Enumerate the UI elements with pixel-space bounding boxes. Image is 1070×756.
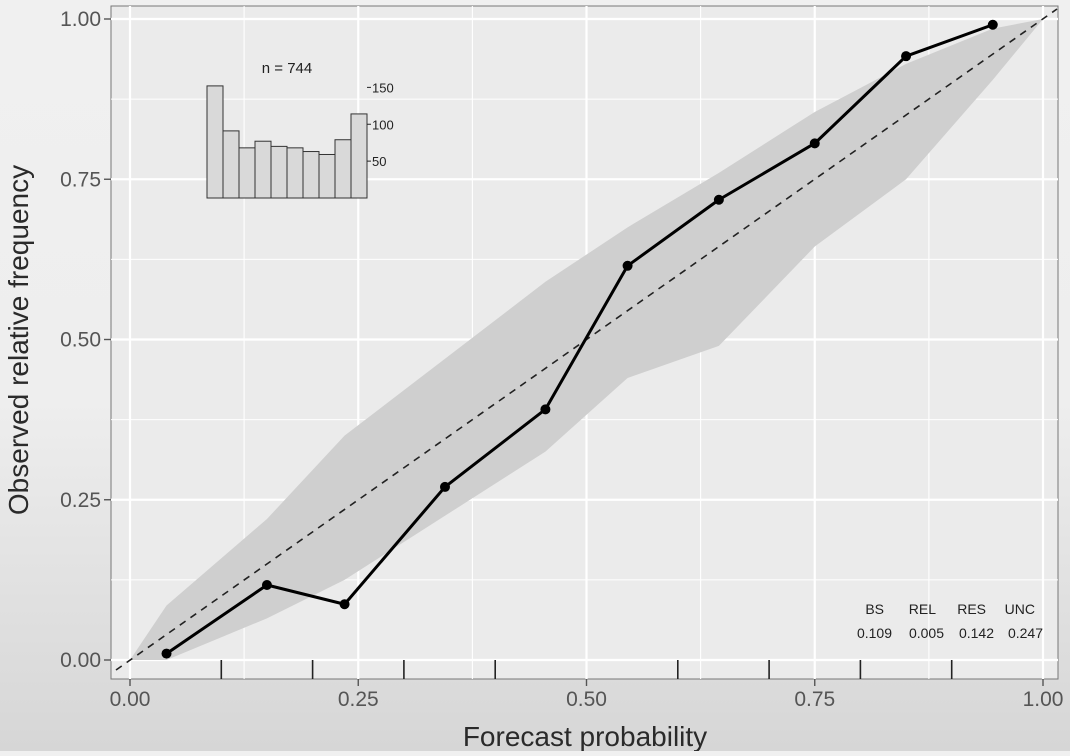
stat-header: RES [957, 601, 986, 617]
reliability-point [901, 51, 912, 62]
inset-tick-label: 50 [372, 154, 386, 169]
reliability-point [987, 19, 998, 30]
y-tick-label: 0.25 [60, 489, 101, 512]
stat-header: UNC [1005, 601, 1035, 617]
histogram-bar [222, 130, 240, 199]
y-tick-label: 0.00 [60, 649, 101, 672]
histogram-bar [270, 145, 288, 199]
x-tick-label: 1.00 [1023, 688, 1064, 711]
score-stats: BS REL RES UNC 0.109 0.005 0.142 0.247 [857, 601, 1043, 641]
reliability-point [622, 260, 633, 271]
x-axis-title: Forecast probability [463, 721, 707, 751]
histogram-bar [302, 151, 320, 199]
histogram-bar [350, 113, 368, 199]
inset-tick-label: 150 [372, 80, 394, 95]
x-tick-label: 0.25 [338, 688, 379, 711]
histogram-bar [334, 139, 352, 199]
histogram-bar [318, 153, 336, 199]
histogram-bar [238, 147, 256, 199]
reliability-point [713, 194, 724, 205]
x-tick-label: 0.50 [566, 688, 607, 711]
x-tick-label: 0.75 [794, 688, 835, 711]
stat-value: 0.142 [959, 625, 994, 641]
histogram-bar [254, 140, 272, 199]
reliability-point [540, 404, 551, 415]
stat-value: 0.005 [909, 625, 944, 641]
y-tick-label: 0.75 [60, 168, 101, 191]
reliability-point [261, 580, 272, 591]
inset-histogram: n = 744 50 100 150 [206, 60, 394, 199]
reliability-point [161, 648, 172, 659]
histogram-bar [206, 85, 224, 199]
reliability-point [439, 481, 450, 492]
stat-value: 0.247 [1008, 625, 1043, 641]
axes: 0.00 0.25 0.50 0.75 1.00 0.00 0.25 0.50 0.75 1.00 [60, 8, 1063, 711]
x-tick-label: 0.00 [110, 688, 151, 711]
rug-layer [220, 660, 953, 679]
histogram-bar [286, 147, 304, 199]
reliability-point [339, 599, 350, 610]
stat-value: 0.109 [857, 625, 892, 641]
reliability-curve [165, 23, 994, 655]
stat-header: BS [865, 601, 884, 617]
inset-sample-size-label: n = 744 [262, 60, 312, 77]
reliability-point [809, 138, 820, 149]
y-tick-label: 1.00 [60, 8, 101, 31]
y-tick-label: 0.50 [60, 329, 101, 352]
stat-header: REL [909, 601, 936, 617]
inset-tick-label: 100 [372, 117, 394, 132]
grid [111, 6, 1058, 679]
reliability-line-layer [161, 19, 998, 659]
y-axis-title: Observed relative frequency [3, 165, 34, 515]
